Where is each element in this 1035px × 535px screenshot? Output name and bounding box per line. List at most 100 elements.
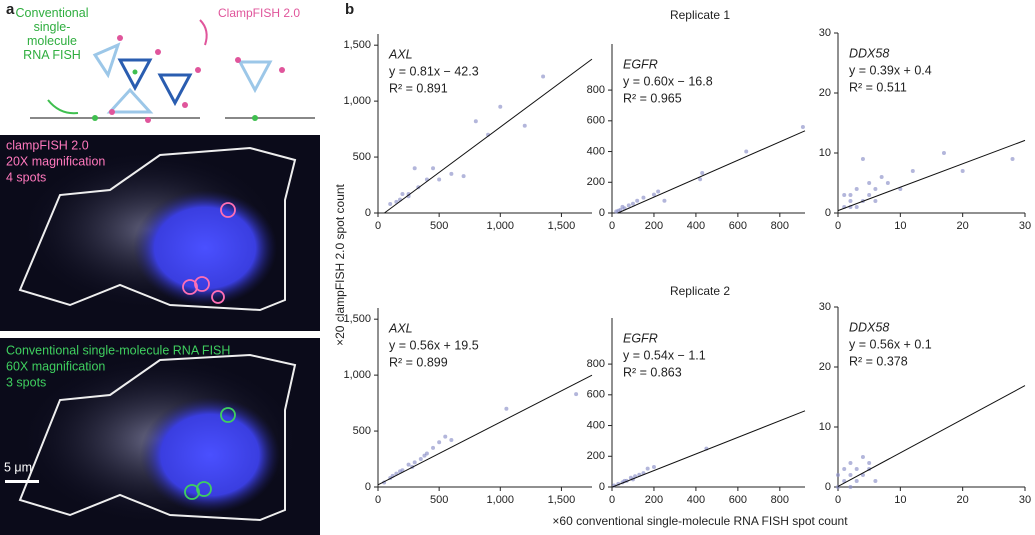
x-tick-label: 10	[894, 220, 906, 232]
x-tick-label: 1,000	[487, 494, 515, 506]
image-caption: 3 spots	[6, 375, 46, 389]
x-tick-label: 1,500	[548, 220, 576, 232]
x-tick-label: 20	[957, 220, 969, 232]
x-tick-label: 0	[375, 494, 381, 506]
image-caption: 4 spots	[6, 170, 46, 184]
scale-bar-label: 5 μm	[4, 460, 32, 474]
point	[800, 124, 805, 129]
x-tick-label: 0	[609, 494, 615, 506]
image-caption: clampFISH 2.0	[6, 138, 89, 152]
point	[651, 192, 656, 197]
x-tick-label: 400	[687, 220, 705, 232]
point	[848, 485, 853, 489]
point	[626, 203, 631, 208]
r-squared: R² = 0.863	[623, 365, 682, 379]
y-axis-label: ×20 clampFISH 2.0 spot count	[333, 183, 347, 345]
point	[854, 205, 859, 209]
point	[641, 195, 646, 200]
y-tick-label: 200	[587, 176, 605, 188]
point	[620, 204, 625, 209]
equation: y = 0.39x + 0.4	[849, 63, 932, 77]
y-tick-label: 1,000	[343, 369, 371, 381]
y-tick-label: 600	[587, 389, 605, 401]
point	[662, 198, 667, 203]
point	[879, 175, 884, 179]
point	[412, 460, 417, 465]
y-tick-label: 0	[825, 481, 831, 493]
point	[630, 201, 635, 206]
r-squared: R² = 0.378	[849, 354, 908, 368]
r-squared: R² = 0.891	[389, 81, 448, 95]
point	[443, 434, 448, 439]
equation: y = 0.81x − 42.3	[389, 64, 479, 78]
fit-line	[384, 58, 593, 214]
y-tick-label: 30	[819, 301, 831, 313]
y-tick-label: 10	[819, 421, 831, 433]
fit-line	[377, 374, 593, 486]
point	[541, 74, 546, 79]
x-tick-label: 20	[957, 494, 969, 506]
point	[873, 199, 878, 203]
x-tick-label: 400	[687, 494, 705, 506]
y-tick-label: 1,000	[343, 95, 371, 107]
panel-label: a	[6, 1, 15, 18]
point	[388, 202, 393, 207]
row-title: Replicate 2	[670, 284, 730, 298]
x-tick-label: 500	[430, 494, 448, 506]
gene-label: AXL	[388, 47, 413, 61]
point	[854, 479, 859, 483]
y-tick-label: 400	[587, 419, 605, 431]
point	[473, 119, 478, 124]
point	[836, 473, 840, 477]
point	[461, 174, 466, 179]
x-tick-label: 10	[894, 494, 906, 506]
fit-line	[837, 139, 1026, 212]
x-tick-label: 600	[729, 494, 747, 506]
point	[431, 166, 436, 171]
point	[656, 189, 661, 194]
point	[398, 469, 403, 474]
equation: y = 0.56x + 0.1	[849, 337, 932, 351]
x-tick-label: 0	[835, 220, 841, 232]
point	[860, 455, 865, 459]
point	[698, 177, 703, 182]
y-tick-label: 400	[587, 145, 605, 157]
y-tick-label: 200	[587, 450, 605, 462]
x-tick-label: 0	[375, 220, 381, 232]
y-tick-label: 800	[587, 358, 605, 370]
point	[504, 406, 509, 411]
point	[700, 171, 705, 176]
point	[848, 461, 853, 465]
y-tick-label: 0	[599, 207, 605, 219]
x-axis-label: ×60 conventional single-molecule RNA FIS…	[552, 514, 848, 528]
gene-label: EGFR	[623, 57, 658, 71]
y-tick-label: 800	[587, 84, 605, 96]
x-tick-label: 1,500	[548, 494, 576, 506]
gene-label: AXL	[388, 321, 413, 335]
equation: y = 0.60x − 16.8	[623, 74, 713, 88]
point	[449, 438, 454, 443]
x-tick-label: 0	[835, 494, 841, 506]
point	[1010, 157, 1015, 161]
point	[960, 169, 965, 173]
fit-line	[837, 385, 1026, 487]
point	[854, 187, 859, 191]
x-tick-label: 800	[771, 220, 789, 232]
microscopy-image	[0, 135, 320, 535]
equation: y = 0.54x − 1.1	[623, 348, 706, 362]
y-tick-label: 0	[365, 207, 371, 219]
x-tick-label: 30	[1019, 220, 1031, 232]
x-tick-label: 200	[645, 494, 663, 506]
image-caption: Conventional single-molecule RNA FISH	[6, 343, 230, 357]
y-tick-label: 10	[819, 147, 831, 159]
gene-label: EGFR	[623, 331, 658, 345]
image-caption: 60X magnification	[6, 359, 105, 373]
y-tick-label: 0	[825, 207, 831, 219]
x-tick-label: 30	[1019, 494, 1031, 506]
y-tick-label: 0	[599, 481, 605, 493]
x-tick-label: 1,000	[487, 220, 515, 232]
point	[406, 462, 411, 467]
y-tick-label: 1,500	[343, 313, 371, 325]
point	[848, 199, 853, 203]
